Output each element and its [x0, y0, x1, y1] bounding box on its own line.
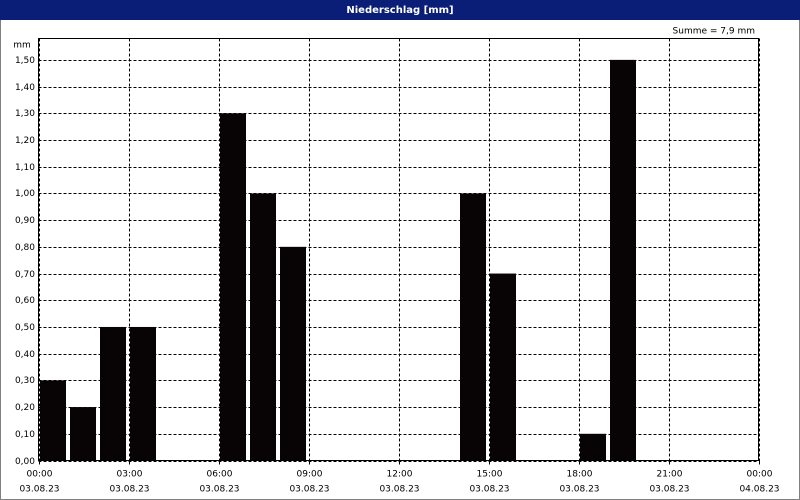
- x-tick-date: 03.08.23: [379, 485, 419, 495]
- x-tick-label: 12:00: [387, 470, 413, 480]
- bar: [220, 113, 246, 461]
- x-tick-label: 03:00: [117, 470, 143, 480]
- annotation: Summe = 7,9 mm: [673, 27, 755, 37]
- title-bar: [0, 0, 800, 20]
- x-tick-label: 18:00: [567, 470, 593, 480]
- bar: [70, 407, 96, 461]
- y-tick-label: 0,90: [15, 216, 35, 226]
- y-tick-label: 0,00: [15, 457, 35, 467]
- bar: [130, 326, 156, 461]
- x-tick-label: 15:00: [477, 470, 503, 480]
- x-tick-label: 00:00: [747, 470, 773, 480]
- x-tick-label: 21:00: [657, 470, 683, 480]
- y-tick-label: 0,50: [15, 323, 35, 333]
- x-tick-date: 03.08.23: [199, 485, 239, 495]
- y-tick-label: 1,00: [15, 189, 35, 199]
- y-tick-label: 0,30: [15, 376, 35, 386]
- x-tick-label: 00:00: [27, 470, 53, 480]
- x-tick-label: 06:00: [207, 470, 233, 480]
- x-tick-date: 03.08.23: [19, 485, 59, 495]
- x-tick-label: 09:00: [297, 470, 323, 480]
- plot-frame: [38, 38, 759, 461]
- x-tick-date: 04.08.23: [739, 485, 779, 495]
- y-tick-label: 0,40: [15, 350, 35, 360]
- y-tick-label: 0,20: [15, 403, 35, 413]
- bar: [280, 246, 306, 461]
- bar: [580, 433, 606, 461]
- x-tick-date: 03.08.23: [559, 485, 599, 495]
- y-tick-label: 1,10: [15, 163, 35, 173]
- bar: [250, 193, 276, 461]
- bar: [40, 380, 66, 461]
- y-tick-label: 0,70: [15, 270, 35, 280]
- x-tick-date: 03.08.23: [649, 485, 689, 495]
- bar: [460, 193, 486, 461]
- y-tick-label: 0,80: [15, 243, 35, 253]
- y-tick-label: 1,40: [15, 83, 35, 93]
- y-tick-label: 0,10: [15, 430, 35, 440]
- x-tick-date: 03.08.23: [469, 485, 509, 495]
- bar: [490, 273, 516, 461]
- y-tick-label: 1,30: [15, 109, 35, 119]
- bar: [100, 326, 126, 461]
- window-title: Niederschlag [mm]: [346, 5, 453, 16]
- x-tick-date: 03.08.23: [109, 485, 149, 495]
- y-tick-label: 1,20: [15, 136, 35, 146]
- y-tick-label: 0,60: [15, 296, 35, 306]
- y-tick-label: 1,50: [15, 56, 35, 66]
- x-tick-date: 03.08.23: [289, 485, 329, 495]
- bar: [610, 59, 636, 461]
- y-axis-label: mm: [13, 41, 31, 51]
